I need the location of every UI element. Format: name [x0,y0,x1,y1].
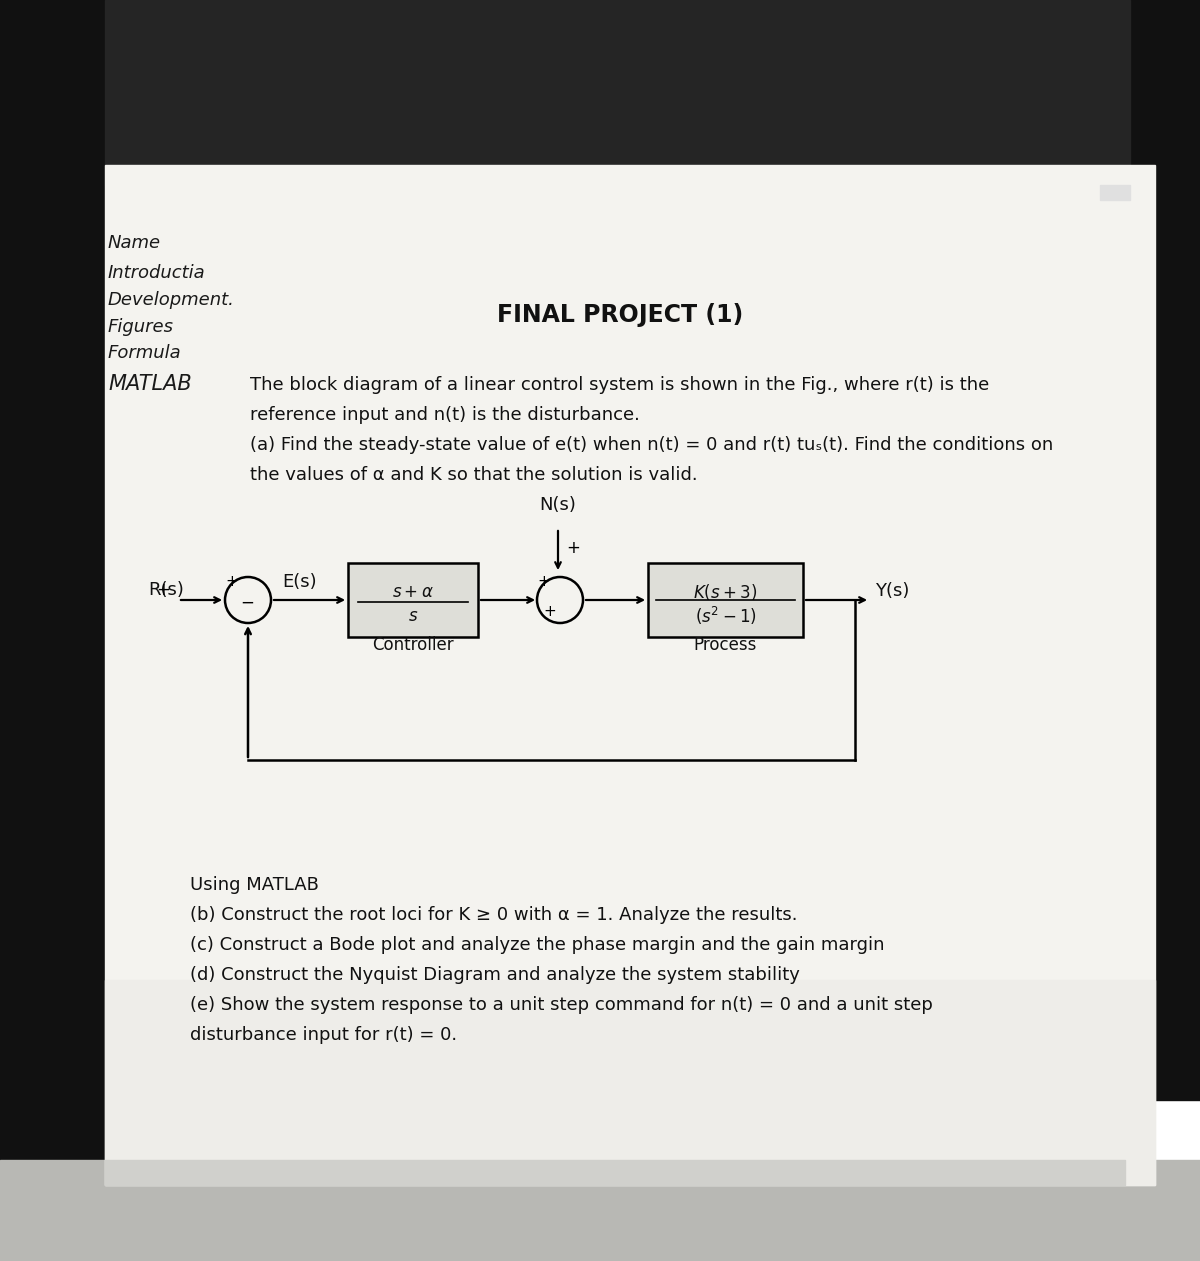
Bar [106,0,1130,185]
Bar [1130,0,1200,1100]
Text: Process: Process [694,636,757,654]
Text: $s$: $s$ [408,607,418,625]
Text: Development.: Development. [108,291,235,309]
Text: $s+\alpha$: $s+\alpha$ [392,583,434,601]
Text: disturbance input for r(t) = 0.: disturbance input for r(t) = 0. [190,1026,457,1044]
Text: +: + [542,604,556,619]
Text: $K(s+3)$: $K(s+3)$ [694,583,757,601]
Text: +: + [156,581,170,599]
Text: (e) Show the system response to a unit step command for n(t) = 0 and a unit step: (e) Show the system response to a unit s… [190,996,932,1014]
Text: Controller: Controller [372,636,454,654]
Text: the values of α and K so that the solution is valid.: the values of α and K so that the soluti… [250,467,697,484]
Text: Y(s): Y(s) [875,583,910,600]
Text: (d) Construct the Nyquist Diagram and analyze the system stability: (d) Construct the Nyquist Diagram and an… [190,966,800,984]
Text: Introductia: Introductia [108,264,205,282]
Text: FINAL PROJECT (1): FINAL PROJECT (1) [497,303,743,327]
Text: (b) Construct the root loci for K ≥ 0 with α = 1. Analyze the results.: (b) Construct the root loci for K ≥ 0 wi… [190,905,798,924]
FancyBboxPatch shape [348,562,478,637]
Text: (a) Find the steady-state value of e(t) when n(t) = 0 and r(t) tuₛ(t). Find the : (a) Find the steady-state value of e(t) … [250,436,1054,454]
Bar [0,1160,1200,1261]
Text: E(s): E(s) [282,572,317,591]
Bar [0,0,1200,200]
Text: reference input and n(t) is the disturbance.: reference input and n(t) is the disturba… [250,406,640,424]
Text: +: + [226,574,238,589]
Text: MATLAB: MATLAB [108,375,192,393]
Text: Using MATLAB: Using MATLAB [190,876,319,894]
Bar [0,0,106,1261]
Text: N(s): N(s) [540,496,576,514]
Bar [106,165,1154,1185]
Bar [1100,185,1130,200]
Text: +: + [566,538,580,557]
FancyBboxPatch shape [648,562,803,637]
Text: −: − [240,594,254,612]
Text: Figures: Figures [108,318,174,335]
Text: R(s): R(s) [148,581,184,599]
Bar [106,980,1154,1185]
Text: $(s^2-1)$: $(s^2-1)$ [695,605,756,627]
Text: +: + [538,574,550,589]
Text: (c) Construct a Bode plot and analyze the phase margin and the gain margin: (c) Construct a Bode plot and analyze th… [190,936,884,955]
Text: The block diagram of a linear control system is shown in the Fig., where r(t) is: The block diagram of a linear control sy… [250,376,989,393]
Bar [106,1160,1126,1185]
Text: Formula: Formula [108,344,181,362]
Text: Name: Name [108,235,161,252]
